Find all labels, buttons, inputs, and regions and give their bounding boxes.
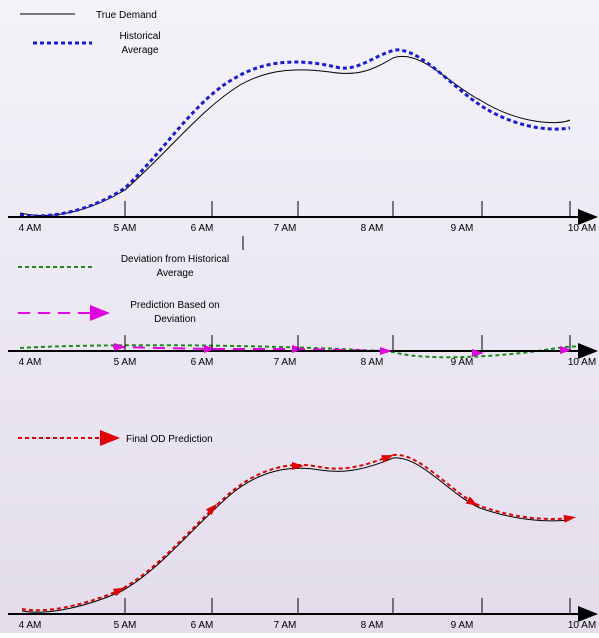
tick-label: 9 AM: [451, 620, 474, 631]
legend-box: Prediction Based on Deviation: [130, 300, 220, 325]
legend-label: True Demand: [96, 10, 157, 21]
arrowhead: [563, 514, 576, 523]
tick-label: 4 AM: [19, 223, 42, 234]
legend-label: Historical Average: [119, 31, 161, 56]
arrowhead: [472, 349, 484, 357]
arrowhead: [292, 462, 304, 470]
tick-label: 5 AM: [114, 223, 137, 234]
tick-label: 8 AM: [361, 357, 384, 368]
tick-label: 6 AM: [191, 223, 214, 234]
tick-label: 10 AM: [568, 223, 596, 234]
arrowhead: [380, 454, 394, 463]
true-demand-curve: [19, 55, 571, 216]
arrowhead: [205, 503, 218, 516]
tick-label: 10 AM: [568, 620, 596, 631]
arrowhead: [560, 346, 572, 354]
tick-label: 9 AM: [451, 223, 474, 234]
legend-box: Historical Average: [119, 31, 161, 56]
tick-label: 7 AM: [274, 620, 297, 631]
tick-label: 9 AM: [451, 357, 474, 368]
tick-label: 6 AM: [191, 357, 214, 368]
tick-label: 8 AM: [361, 223, 384, 234]
tick-label: 6 AM: [191, 620, 214, 631]
legend-label: Prediction Based on Deviation: [130, 300, 220, 325]
tick-label: 4 AM: [19, 357, 42, 368]
legend-box: Deviation from Historical Average: [120, 254, 230, 279]
historical-curve: [19, 48, 571, 218]
tick-label: 4 AM: [19, 620, 42, 631]
legend-label: Final OD Prediction: [126, 434, 213, 445]
arrowhead: [380, 347, 392, 355]
arrowhead: [114, 343, 126, 351]
tick-label: 5 AM: [114, 357, 137, 368]
arrowhead: [465, 496, 479, 506]
tick-label: 10 AM: [568, 357, 596, 368]
deviation-curve: [19, 344, 591, 359]
arrowhead: [112, 587, 126, 597]
tick-label: 8 AM: [361, 620, 384, 631]
prediction-arrows: [112, 343, 576, 597]
arrowhead: [204, 345, 216, 353]
legend-label: Deviation from Historical Average: [120, 254, 230, 279]
tick-label: 5 AM: [114, 620, 137, 631]
tick-label: 7 AM: [274, 223, 297, 234]
tick-label: 7 AM: [274, 357, 297, 368]
